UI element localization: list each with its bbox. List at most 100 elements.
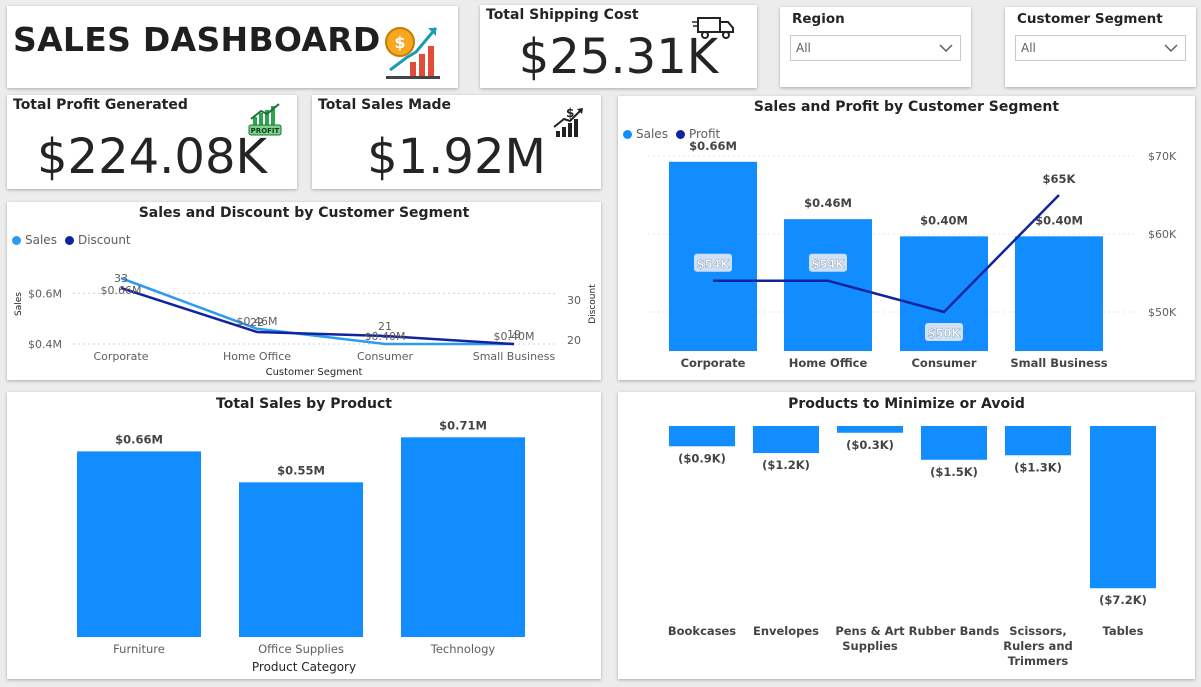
profit-bar: [1005, 426, 1071, 456]
sales-discount-chart-title: Sales and Discount by Customer Segment: [138, 205, 470, 221]
growth-chart-icon: $: [553, 106, 583, 137]
products-avoid-chart-title: Products to Minimize or Avoid: [788, 396, 1025, 412]
sales-profit-chart: $70K $60K $50K $0.66M $0.46M $0.40M $0.40M $54K…: [648, 139, 1177, 370]
y-tick-label: $0.6M: [28, 287, 62, 300]
discount-data-label: 22: [250, 316, 264, 329]
profit-data-label: ($1.5K): [930, 465, 978, 479]
kpi-shipping-label: Total Shipping Cost: [486, 7, 639, 23]
sales-data-label: $0.71M: [439, 418, 487, 432]
x-axis-title: Customer Segment: [266, 367, 363, 378]
kpi-profit-label: Total Profit Generated: [13, 97, 188, 113]
sales-data-label: $0.66M: [115, 432, 163, 446]
profit-data-label: ($7.2K): [1099, 593, 1147, 607]
y-tick-label: $0.4M: [28, 338, 62, 351]
x-tick-label: Pens & Art: [835, 624, 905, 638]
sales-data-label: $0.55M: [277, 463, 325, 477]
profit-data-label: ($1.3K): [1014, 460, 1062, 474]
x-tick-label: Rulers and: [1003, 639, 1072, 653]
sales-bar: [239, 482, 363, 637]
profit-chart-icon: PROFIT: [248, 103, 282, 136]
legend-discount-label: Discount: [77, 233, 131, 247]
legend-sales-dot: [623, 129, 632, 139]
sales-data-label: $0.46M: [237, 315, 278, 328]
sales-line: [120, 276, 514, 346]
segment-dropdown[interactable]: All: [1015, 35, 1186, 61]
x-tick-label: Technology: [430, 642, 496, 656]
discount-line: [120, 286, 515, 346]
x-tick-label: Corporate: [681, 356, 746, 370]
kpi-sales-value: $1.92M: [367, 129, 546, 185]
profit-label-bg: [694, 253, 732, 272]
sales-bar: [77, 451, 201, 637]
sales-profit-chart-card: Sales and Profit by Customer Segment Sal…: [618, 96, 1195, 380]
y2-tick-label: $60K: [1148, 228, 1177, 241]
region-dropdown-value: All: [796, 41, 811, 55]
y2-axis-title: Discount: [588, 284, 598, 324]
segment-slicer-label: Customer Segment: [1017, 11, 1163, 27]
x-tick-label: Bookcases: [668, 624, 736, 638]
legend-sales-label: Sales: [25, 233, 57, 247]
sales-by-product-chart-card: Total Sales by Product $0.66M $0.55M $0.71…: [7, 392, 601, 679]
svg-text:$: $: [394, 33, 405, 52]
profit-bar: [669, 426, 735, 447]
x-tick-label: Furniture: [113, 642, 165, 656]
sales-profit-chart-title: Sales and Profit by Customer Segment: [753, 99, 1060, 115]
sales-discount-legend: Sales Discount: [12, 233, 131, 247]
sales-discount-chart-card: Sales and Discount by Customer Segment S…: [7, 202, 601, 380]
sales-by-product-chart: $0.66M $0.55M $0.71M Furniture Office Suppli…: [77, 418, 525, 674]
segment-dropdown-value: All: [1021, 41, 1036, 55]
profit-data-label: ($0.3K): [846, 438, 894, 452]
profit-icon-text: PROFIT: [251, 127, 280, 135]
profit-data-label: $50K: [928, 326, 962, 340]
profit-bar: [1090, 426, 1156, 589]
x-tick-label: Envelopes: [753, 624, 819, 638]
profit-label-bg: [925, 323, 963, 341]
sales-data-label: $0.66M: [101, 284, 142, 297]
discount-data-label: 33: [114, 272, 128, 285]
x-tick-label: Corporate: [94, 350, 149, 363]
kpi-shipping-value: $25.31K: [518, 29, 719, 85]
y2-tick-label: $70K: [1148, 150, 1177, 163]
truck-icon: [692, 17, 734, 39]
region-slicer: Region All: [780, 7, 971, 87]
profit-bar: [921, 426, 987, 460]
x-tick-label: Home Office: [789, 356, 868, 370]
profit-line: [713, 194, 1060, 314]
y2-tick-label: $50K: [1148, 306, 1177, 319]
discount-data-label: 21: [378, 320, 392, 333]
region-slicer-label: Region: [792, 11, 845, 27]
y2-tick-label: 20: [567, 334, 581, 347]
x-tick-label: Consumer: [911, 356, 976, 370]
growth-icon-text: $: [566, 106, 574, 120]
legend-discount-dot: [64, 235, 74, 245]
legend-profit-label: Profit: [688, 127, 721, 141]
sales-bar: [401, 437, 525, 637]
sales-discount-chart: $0.6M $0.4M 30 20 Sales Discount $0.66M $0.46M $…: [14, 272, 598, 378]
sales-chart-icon: $: [385, 27, 440, 79]
region-dropdown[interactable]: All: [790, 35, 961, 61]
sales-profit-legend: Sales Profit: [623, 127, 720, 141]
x-tick-label: Trimmers: [1008, 654, 1069, 668]
x-tick-label: Small Business: [473, 350, 556, 363]
kpi-sales-card: Total Sales Made $1.92M $: [312, 95, 601, 189]
sales-data-label: $0.66M: [689, 139, 737, 153]
legend-profit-dot: [675, 129, 685, 139]
chevron-down-icon: [1164, 44, 1178, 53]
segment-slicer: Customer Segment All: [1005, 7, 1196, 87]
profit-data-label: $65K: [1043, 172, 1077, 186]
profit-data-label: ($0.9K): [678, 451, 726, 465]
x-tick-label: Home Office: [223, 350, 291, 363]
products-avoid-chart: ($0.9K) ($1.2K) ($0.3K) ($1.5K) ($1.3K) ($7.2…: [668, 426, 1156, 668]
sales-data-label: $0.40M: [920, 213, 968, 227]
x-axis-title: Product Category: [252, 660, 356, 674]
y2-tick-label: 30: [567, 294, 581, 307]
profit-label-bg: [809, 253, 847, 272]
kpi-sales-label: Total Sales Made: [318, 97, 452, 113]
x-tick-label: Tables: [1103, 624, 1144, 638]
kpi-profit-card: Total Profit Generated $224.08K PROFIT: [7, 95, 297, 189]
sales-data-label: $0.40M: [365, 330, 406, 343]
x-tick-label: Rubber Bands: [909, 624, 1000, 638]
x-tick-label: Small Business: [1010, 356, 1107, 370]
sales-data-label: $0.46M: [804, 196, 852, 210]
products-avoid-chart-card: Products to Minimize or Avoid ($0.9K) ($1…: [618, 392, 1195, 679]
